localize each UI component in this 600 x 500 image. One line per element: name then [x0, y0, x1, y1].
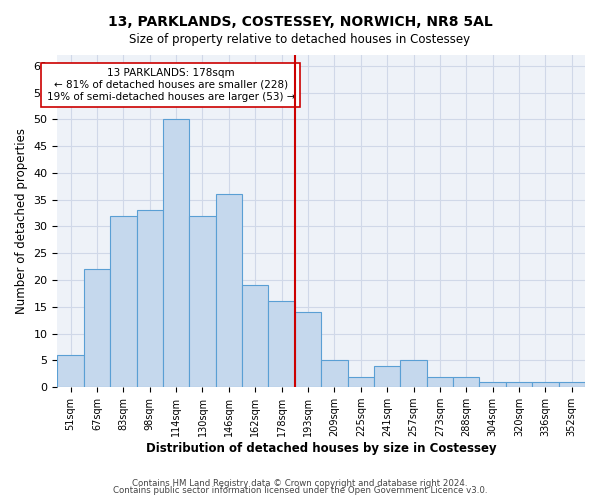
Bar	[347, 376, 374, 387]
Bar	[295, 312, 321, 387]
Bar	[163, 120, 190, 387]
Bar	[400, 360, 427, 387]
Bar	[559, 382, 585, 387]
Text: Size of property relative to detached houses in Costessey: Size of property relative to detached ho…	[130, 32, 470, 46]
Y-axis label: Number of detached properties: Number of detached properties	[15, 128, 28, 314]
Bar	[321, 360, 347, 387]
Bar	[453, 376, 479, 387]
Text: 13 PARKLANDS: 178sqm
← 81% of detached houses are smaller (228)
19% of semi-deta: 13 PARKLANDS: 178sqm ← 81% of detached h…	[47, 68, 295, 102]
Text: Contains HM Land Registry data © Crown copyright and database right 2024.: Contains HM Land Registry data © Crown c…	[132, 478, 468, 488]
X-axis label: Distribution of detached houses by size in Costessey: Distribution of detached houses by size …	[146, 442, 497, 455]
Text: 13, PARKLANDS, COSTESSEY, NORWICH, NR8 5AL: 13, PARKLANDS, COSTESSEY, NORWICH, NR8 5…	[107, 15, 493, 29]
Bar	[427, 376, 453, 387]
Bar	[268, 302, 295, 387]
Bar	[58, 355, 84, 387]
Bar	[374, 366, 400, 387]
Bar	[137, 210, 163, 387]
Bar	[190, 216, 215, 387]
Bar	[506, 382, 532, 387]
Bar	[479, 382, 506, 387]
Bar	[110, 216, 137, 387]
Bar	[242, 286, 268, 387]
Text: Contains public sector information licensed under the Open Government Licence v3: Contains public sector information licen…	[113, 486, 487, 495]
Bar	[215, 194, 242, 387]
Bar	[84, 270, 110, 387]
Bar	[532, 382, 559, 387]
